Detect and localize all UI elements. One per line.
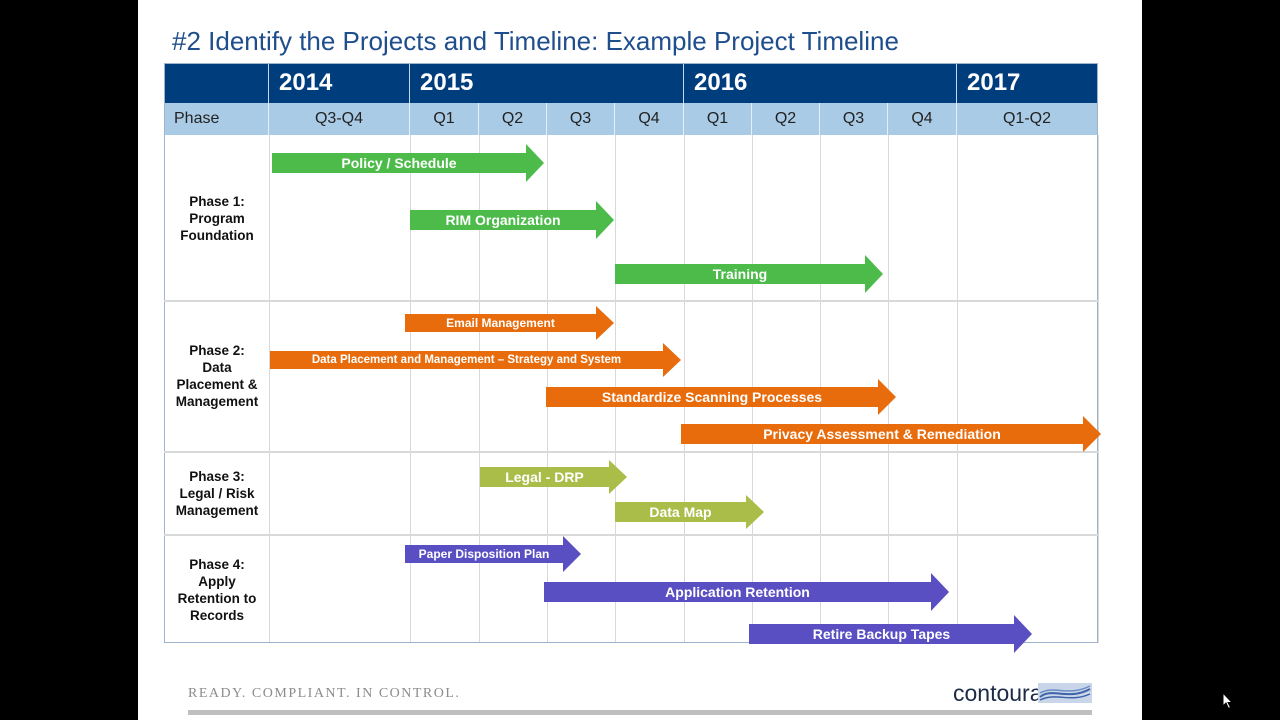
task-arrow-head [865,255,883,293]
task-arrow: Paper Disposition Plan [405,536,581,572]
phase-column-header: Phase [164,103,269,135]
grid-row-divider [164,534,1098,536]
phase-label-line: Program [189,210,245,226]
task-arrow: RIM Organization [410,201,614,239]
task-label: Policy / Schedule [341,155,457,171]
quarter-header: Q3 [820,103,888,135]
task-label: Paper Disposition Plan [418,547,550,561]
quarter-header: Q3-Q4 [269,103,410,135]
grid-vertical-line [269,135,270,643]
phase-label: Phase 2: Data Placement & Management [164,342,270,410]
task-arrow-head [563,536,581,572]
grid-vertical-line [1098,135,1099,643]
phase-label-line: Management [175,502,259,518]
task-arrow: Policy / Schedule [272,144,544,182]
phase-label-line: Phase 1: [189,193,245,209]
task-arrow-body [405,545,563,563]
grid-vertical-line [479,135,480,643]
quarter-header: Q4 [888,103,957,135]
task-arrow-body [272,153,526,173]
quarter-header: Q1 [410,103,479,135]
year-header-2016: 2016 [684,63,957,103]
task-label: RIM Organization [445,212,561,228]
task-arrow: Data Map [615,495,764,529]
task-label: Email Management [446,316,555,330]
task-arrow: Application Retention [544,573,949,611]
phase-label-line: Phase 3: [189,468,245,484]
grid-row-divider [164,451,1098,453]
contoural-logo: contoural [953,680,1048,706]
task-label: Legal - DRP [505,469,584,485]
phase-label-line: Placement & [176,377,258,392]
year-header-2015: 2015 [410,63,684,103]
phase-label-line: Legal / Risk [179,485,255,501]
task-arrow: Retire Backup Tapes [749,615,1032,653]
task-arrow-body [270,351,663,369]
timeline-grid: 2014 2015 2016 2017 Phase Q3-Q4 Q1 Q2 Q3 Q4 Q1 Q2 Q3… [138,0,1142,720]
grid-vertical-line [410,135,411,643]
task-label: Standardize Scanning Processes [601,389,823,405]
slide: #2 Identify the Projects and Timeline: E… [138,0,1142,720]
task-label: Data Map [649,504,712,520]
task-label: Retire Backup Tapes [812,626,951,642]
quarter-header: Q2 [479,103,547,135]
phase-label-line: Phase 4: [189,557,245,572]
task-arrow-body [480,467,609,487]
task-arrow-body [410,210,596,230]
task-arrow-head [596,201,614,239]
phase-label: Phase 4: Apply Retention to Records [164,556,270,624]
task-arrow-body [615,502,746,522]
year-header-2014: 2014 [269,63,410,103]
task-label: Training [712,266,768,282]
quarter-header: Q3 [547,103,615,135]
task-label: Privacy Assessment & Remediation [763,426,1001,442]
phase-label: Phase 3: Legal / Risk Management [164,468,270,519]
logo-wave-icon [1038,683,1092,703]
phase-label-line: Data [202,360,232,375]
footer-divider [188,710,1092,715]
task-arrow: Legal - DRP [480,460,627,494]
task-arrow-head [878,379,896,415]
phase-label: Phase 1: Program Foundation [164,193,270,244]
phase-label-line: Records [189,608,245,623]
phase-label-line: Management [175,394,259,409]
grid-row-divider [164,300,1098,302]
task-arrow-head [931,573,949,611]
quarter-header: Q2 [752,103,820,135]
task-arrow-head [663,343,681,377]
task-arrow: Data Placement and Management – Strategy… [270,343,681,377]
quarter-header: Q1 [684,103,752,135]
task-arrow: Standardize Scanning Processes [546,379,896,415]
task-arrow-body [544,582,931,602]
task-arrow: Email Management [405,306,614,340]
task-arrow-head [746,495,764,529]
phase-label-line: Apply [198,574,236,589]
quarter-header: Q4 [615,103,684,135]
task-arrow-head [609,460,627,494]
task-arrow-head [1014,615,1032,653]
year-header-2017: 2017 [957,63,1098,103]
task-arrow-body [615,264,865,284]
phase-label-line: Foundation [180,227,254,243]
task-arrow-head [596,306,614,340]
grid-vertical-line [957,135,958,643]
task-arrow: Training [615,255,883,293]
mouse-cursor-icon [1222,692,1234,710]
quarter-header: Q1-Q2 [957,103,1098,135]
task-arrow-body [546,387,878,407]
footer-tagline: READY. COMPLIANT. IN CONTROL. [188,686,461,701]
task-label: Application Retention [665,584,810,600]
task-arrow: Privacy Assessment & Remediation [681,416,1101,452]
task-arrow-head [526,144,544,182]
task-label: Data Placement and Management – Strategy… [311,354,622,366]
phase-label-line: Phase 2: [189,343,245,358]
task-arrow-head [1083,416,1101,452]
phase-label-line: Retention to [177,591,257,606]
task-arrow-body [681,424,1083,444]
slide-title: #2 Identify the Projects and Timeline: E… [172,26,899,56]
year-header-blank [164,63,269,103]
task-arrow-body [749,624,1014,644]
task-arrow-body [405,314,596,332]
